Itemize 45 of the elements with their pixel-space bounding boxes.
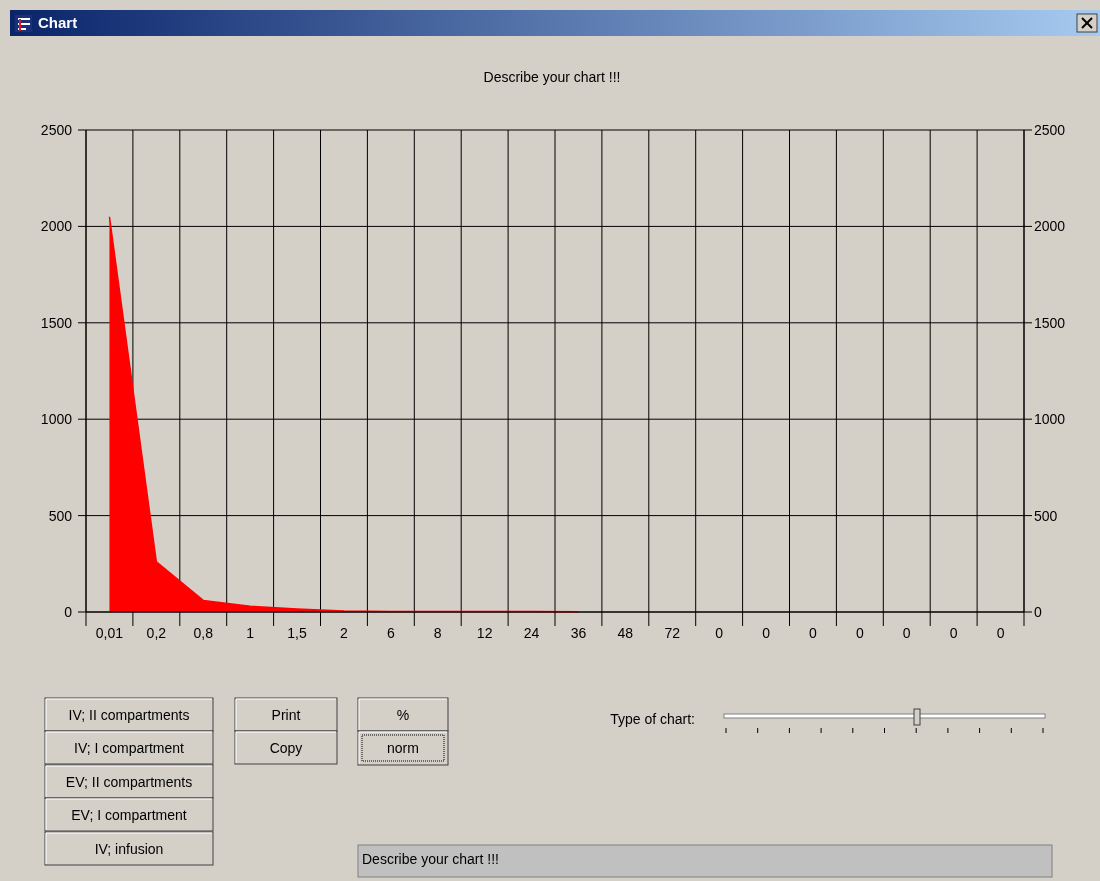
x-tick-label: 0 — [855, 625, 864, 641]
x-tick-label: 0,8 — [193, 625, 214, 641]
text: IV; infusion — [94, 840, 164, 857]
x-tick-label: 0 — [996, 625, 1005, 641]
text: Chart — [38, 14, 78, 31]
x-tick-label: 1 — [246, 625, 255, 641]
y-tick-label: 2500 — [40, 122, 73, 138]
x-tick-label: 0 — [762, 625, 771, 641]
x-tick-label: 0 — [949, 625, 958, 641]
x-tick-label: 0,2 — [146, 625, 167, 641]
x-tick-label: 8 — [433, 625, 442, 641]
x-tick-label: 48 — [617, 625, 634, 641]
x-tick-label: 0 — [809, 625, 818, 641]
chart-title: Describe your chart !!! — [483, 69, 621, 85]
text: EV; II compartments — [65, 773, 193, 790]
text: Print — [271, 706, 301, 723]
text: IV; II compartments — [68, 706, 190, 723]
text: norm — [387, 740, 419, 756]
y2-tick-label: 1000 — [1034, 411, 1066, 428]
x-tick-label: 36 — [570, 625, 587, 641]
y2-tick-label: 500 — [1034, 507, 1058, 524]
y2-tick-label: 2000 — [1034, 218, 1066, 235]
x-tick-label: 72 — [664, 625, 681, 641]
text: Type of chart: — [610, 711, 695, 727]
x-tick-label: 0,01 — [95, 625, 124, 641]
text: EV; I compartment — [71, 806, 187, 823]
y-tick-label: 1500 — [40, 314, 73, 331]
x-tick-label: 24 — [523, 625, 540, 641]
x-tick-label: 12 — [476, 625, 493, 641]
x-tick-label: 2 — [340, 625, 349, 641]
y2-tick-label: 2500 — [1034, 122, 1066, 138]
x-tick-label: 0 — [902, 625, 911, 641]
text: Describe your chart !!! — [362, 851, 499, 867]
text: Copy — [269, 739, 303, 756]
y2-tick-label: 0 — [1034, 604, 1042, 620]
x-tick-label: 0 — [715, 625, 724, 641]
y-tick-label: 1000 — [40, 411, 73, 428]
text: % — [396, 706, 410, 723]
y-tick-label: 0 — [64, 604, 73, 620]
y2-tick-label: 1500 — [1034, 314, 1066, 331]
y-tick-label: 2000 — [40, 218, 73, 235]
text: IV; I compartment — [74, 739, 185, 756]
x-tick-label: 1,5 — [287, 625, 307, 641]
y-tick-label: 500 — [48, 507, 73, 524]
x-tick-label: 6 — [386, 625, 395, 641]
